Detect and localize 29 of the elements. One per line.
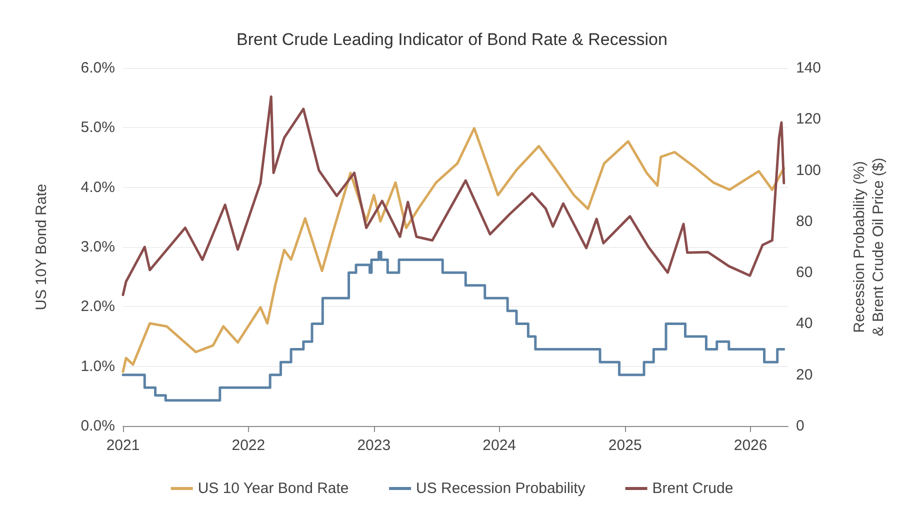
y-tick-label: 0.0%	[80, 418, 115, 434]
y-axis-title: US 10Y Bond Rate	[33, 184, 50, 310]
y-tick-label: 4.0%	[80, 178, 115, 196]
legend-label: Brent Crude	[652, 480, 734, 497]
y2-tick-label: 60	[796, 264, 813, 282]
y-tick-label: 1.0%	[80, 358, 115, 375]
y2-tick-label: 140	[796, 60, 822, 76]
x-tick-label: 2021	[106, 437, 140, 454]
x-tick-label: 2026	[734, 437, 768, 454]
x-tick-label: 2025	[608, 437, 642, 454]
chart-title: Brent Crude Leading Indicator of Bond Rate & Recession	[236, 30, 668, 49]
y2-axis-title: Recession Probability (%) & Brent Crude Oil Price ($)	[851, 158, 887, 336]
legend-label: US Recession Probability	[416, 480, 586, 497]
y2-tick-label: 100	[796, 162, 822, 179]
x-tick-label: 2024	[482, 437, 516, 454]
legend-label: US 10 Year Bond Rate	[198, 480, 349, 497]
y2-tick-label: 80	[796, 212, 813, 230]
x-tick-label: 2022	[232, 437, 266, 454]
y-tick-label: 5.0%	[80, 119, 115, 136]
line-series	[122, 127, 786, 373]
y-tick-label: 6.0%	[80, 60, 115, 76]
x-tick-label: 2023	[357, 437, 391, 454]
y-tick-label: 2.0%	[80, 298, 115, 316]
y2-tick-label: 120	[796, 110, 822, 128]
y2-tick-label: 20	[796, 366, 813, 384]
line-series	[122, 95, 786, 296]
y2-tick-label: 0	[796, 418, 804, 434]
y-tick-label: 3.0%	[80, 238, 115, 256]
y2-tick-label: 40	[796, 315, 813, 332]
